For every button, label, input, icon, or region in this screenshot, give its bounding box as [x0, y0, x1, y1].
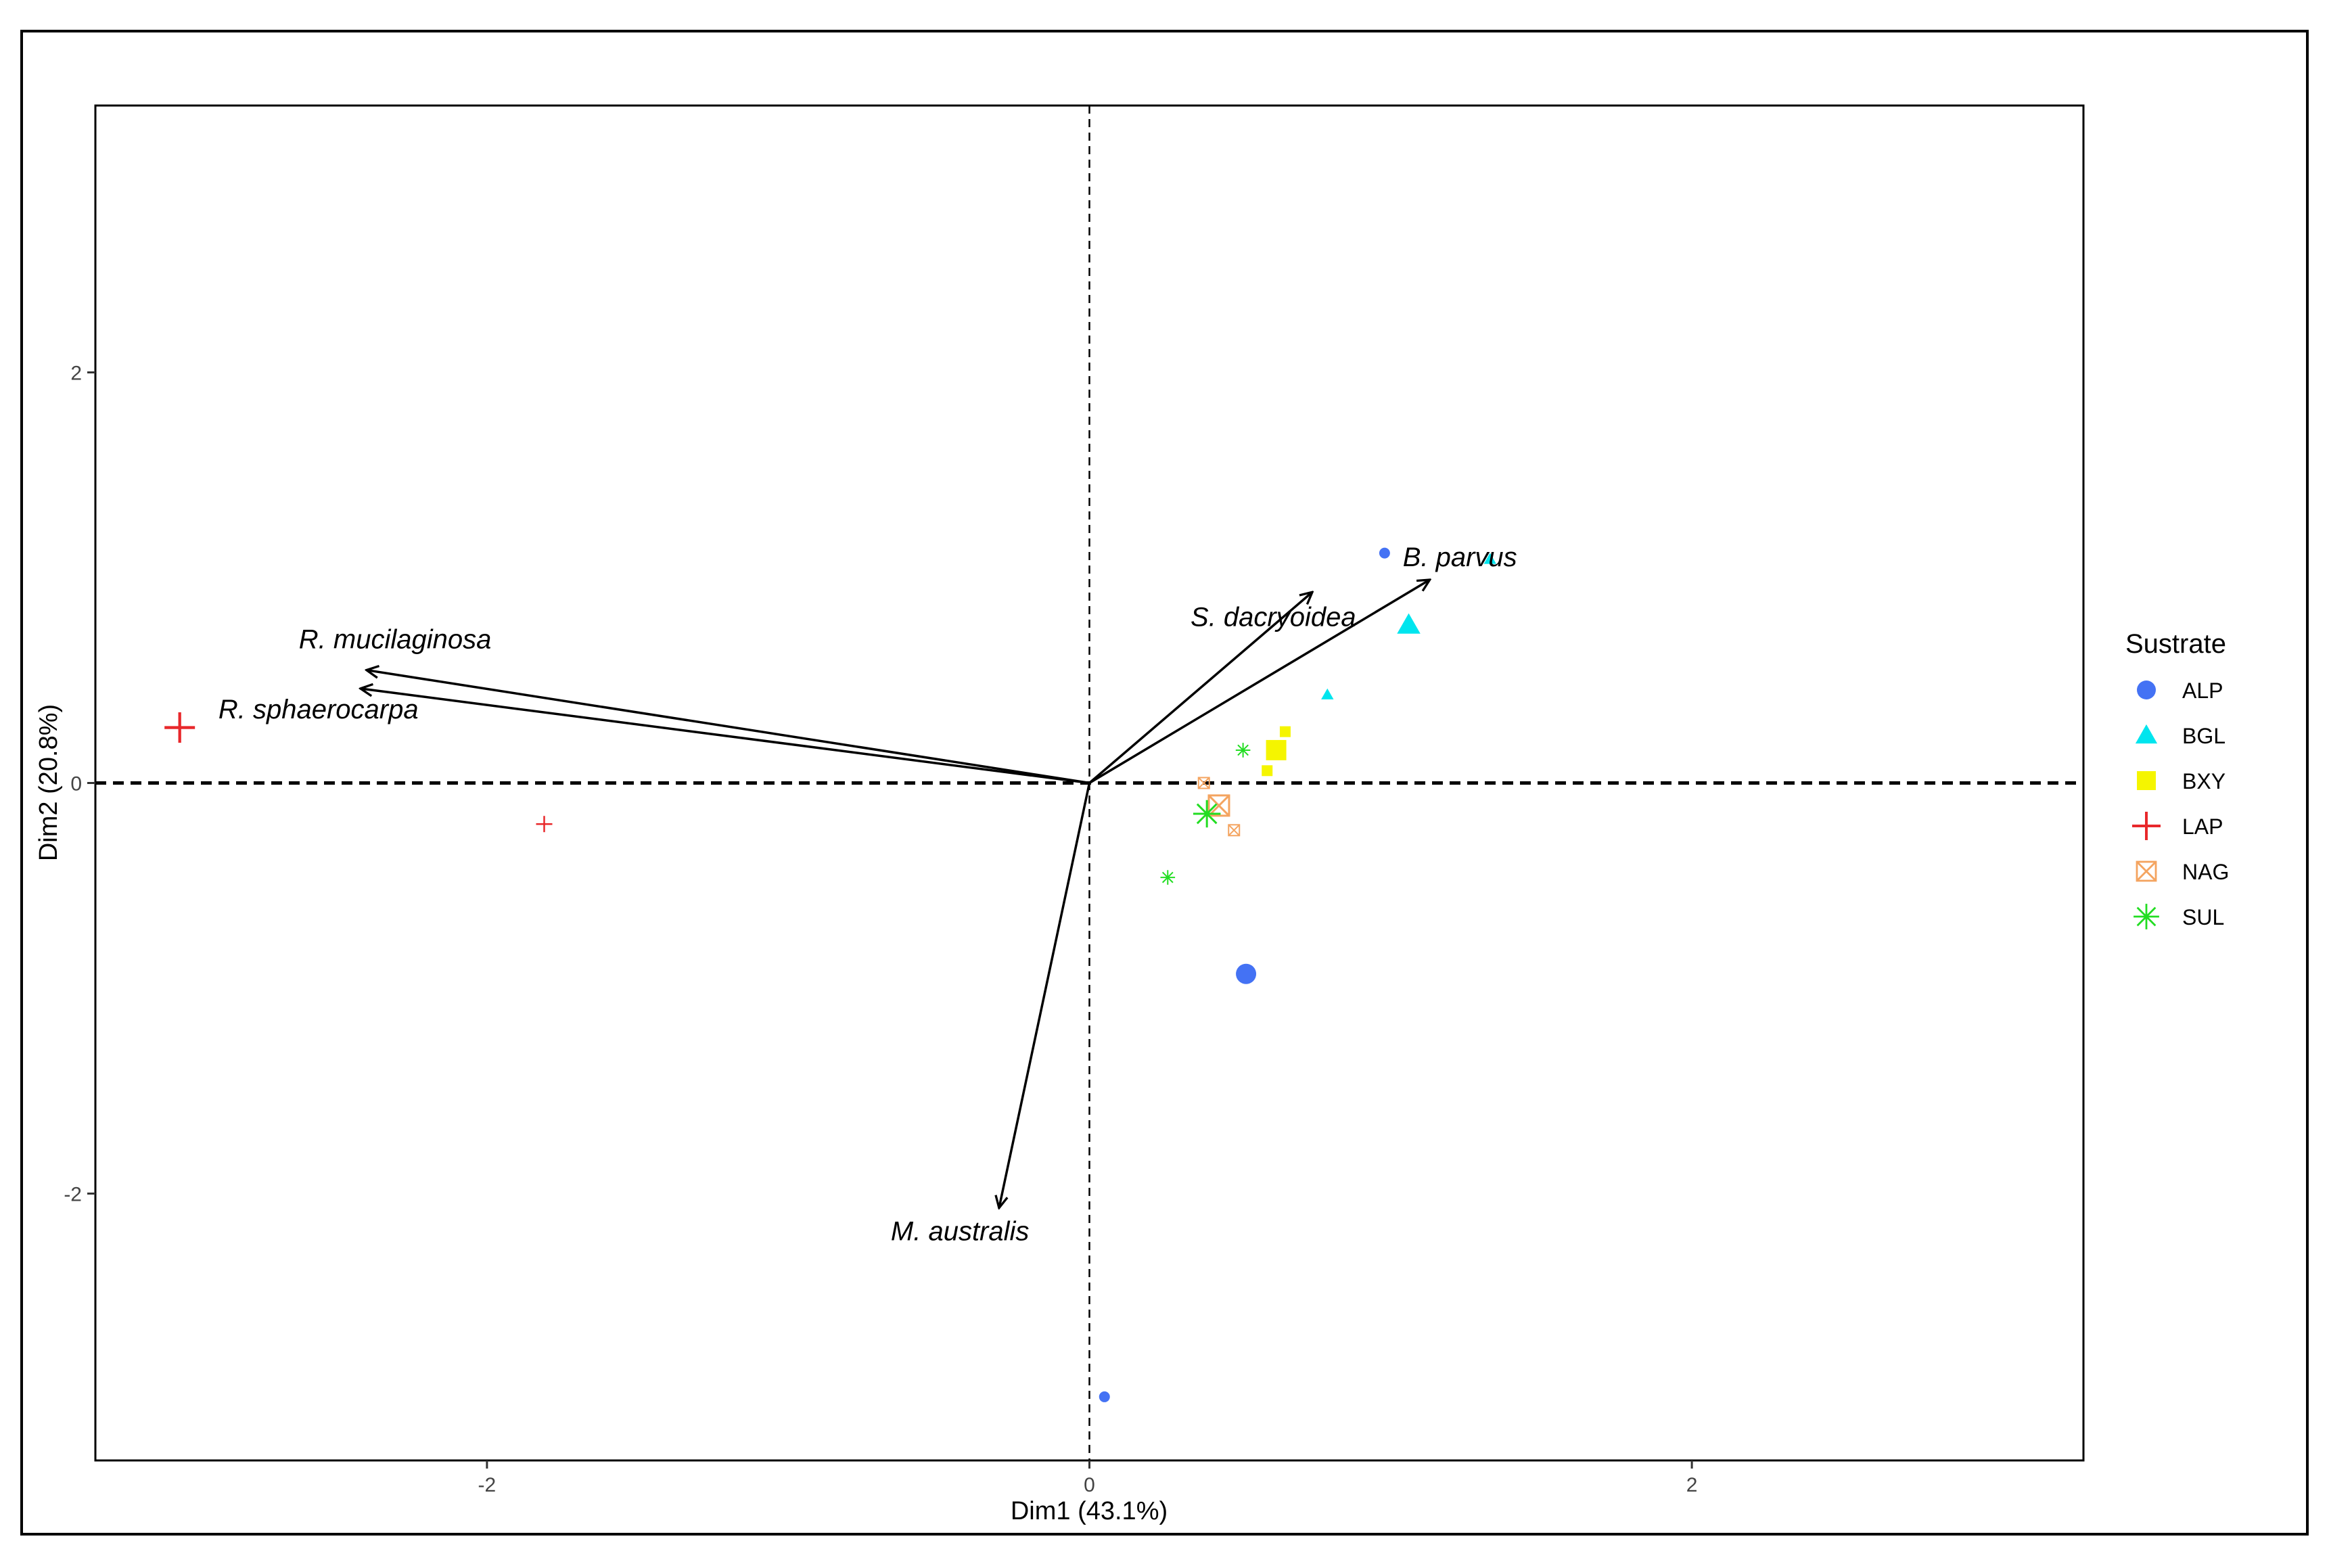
- x-tick-label: 2: [1686, 1474, 1698, 1496]
- data-point-sul: [1160, 870, 1176, 885]
- legend-key-alp: [2137, 681, 2156, 699]
- loading-vector-arrow: [1088, 580, 1430, 785]
- data-point-alp: [1236, 963, 1257, 984]
- figure-frame: [20, 30, 2309, 1536]
- x-tick-label: -2: [478, 1474, 497, 1496]
- legend-label: LAP: [2182, 814, 2223, 839]
- x-axis-label: Dim1 (43.1%): [1011, 1497, 1168, 1525]
- data-point-lap: [164, 712, 195, 743]
- vector-label: M. australis: [891, 1217, 1030, 1247]
- legend-key-sul: [2134, 904, 2159, 929]
- vector-label: B. parvus: [1403, 543, 1517, 572]
- legend-key-bxy: [2137, 771, 2156, 790]
- x-tick-label: 0: [1084, 1474, 1095, 1496]
- data-point-lap: [536, 816, 553, 833]
- legend-label: NAG: [2182, 860, 2229, 884]
- loading-vector-arrow: [361, 689, 1090, 785]
- loading-vector-arrow: [367, 670, 1090, 785]
- vector-label: R. sphaerocarpa: [218, 695, 419, 724]
- data-point-nag: [1197, 777, 1210, 789]
- legend-label: BGL: [2182, 724, 2226, 748]
- legend-label: BXY: [2182, 769, 2226, 793]
- legend-label: SUL: [2182, 905, 2224, 929]
- y-tick-label: 2: [70, 363, 82, 385]
- data-point-bgl: [1483, 553, 1496, 564]
- data-point-bxy: [1262, 765, 1273, 777]
- y-tick-label: -2: [64, 1183, 82, 1205]
- loading-vector-arrow: [999, 783, 1091, 1208]
- legend-title: Sustrate: [2125, 629, 2226, 659]
- data-point-bgl: [1321, 688, 1334, 699]
- y-axis-label: Dim2 (20.8%): [34, 704, 63, 861]
- data-point-sul: [1235, 743, 1251, 758]
- data-point-sul: [1193, 800, 1221, 828]
- data-point-alp: [1099, 1391, 1110, 1402]
- vector-label: S. dacryoidea: [1191, 602, 1356, 632]
- y-tick-label: 0: [70, 773, 82, 795]
- data-point-nag: [1207, 794, 1230, 817]
- legend-key-lap: [2132, 812, 2161, 840]
- data-point-bxy: [1279, 726, 1291, 737]
- data-point-bgl: [1397, 613, 1421, 634]
- data-point-bxy: [1266, 739, 1287, 760]
- data-point-alp: [1379, 547, 1390, 559]
- legend: ALP BGL BXY LAP NAG SUL: [2132, 678, 2229, 929]
- loading-vector-arrow: [1088, 592, 1313, 784]
- legend-label: ALP: [2182, 678, 2223, 703]
- legend-key-bgl: [2135, 724, 2158, 744]
- legend-key-nag: [2136, 860, 2157, 882]
- data-point-nag: [1228, 824, 1241, 837]
- vector-label: R. mucilaginosa: [299, 625, 492, 655]
